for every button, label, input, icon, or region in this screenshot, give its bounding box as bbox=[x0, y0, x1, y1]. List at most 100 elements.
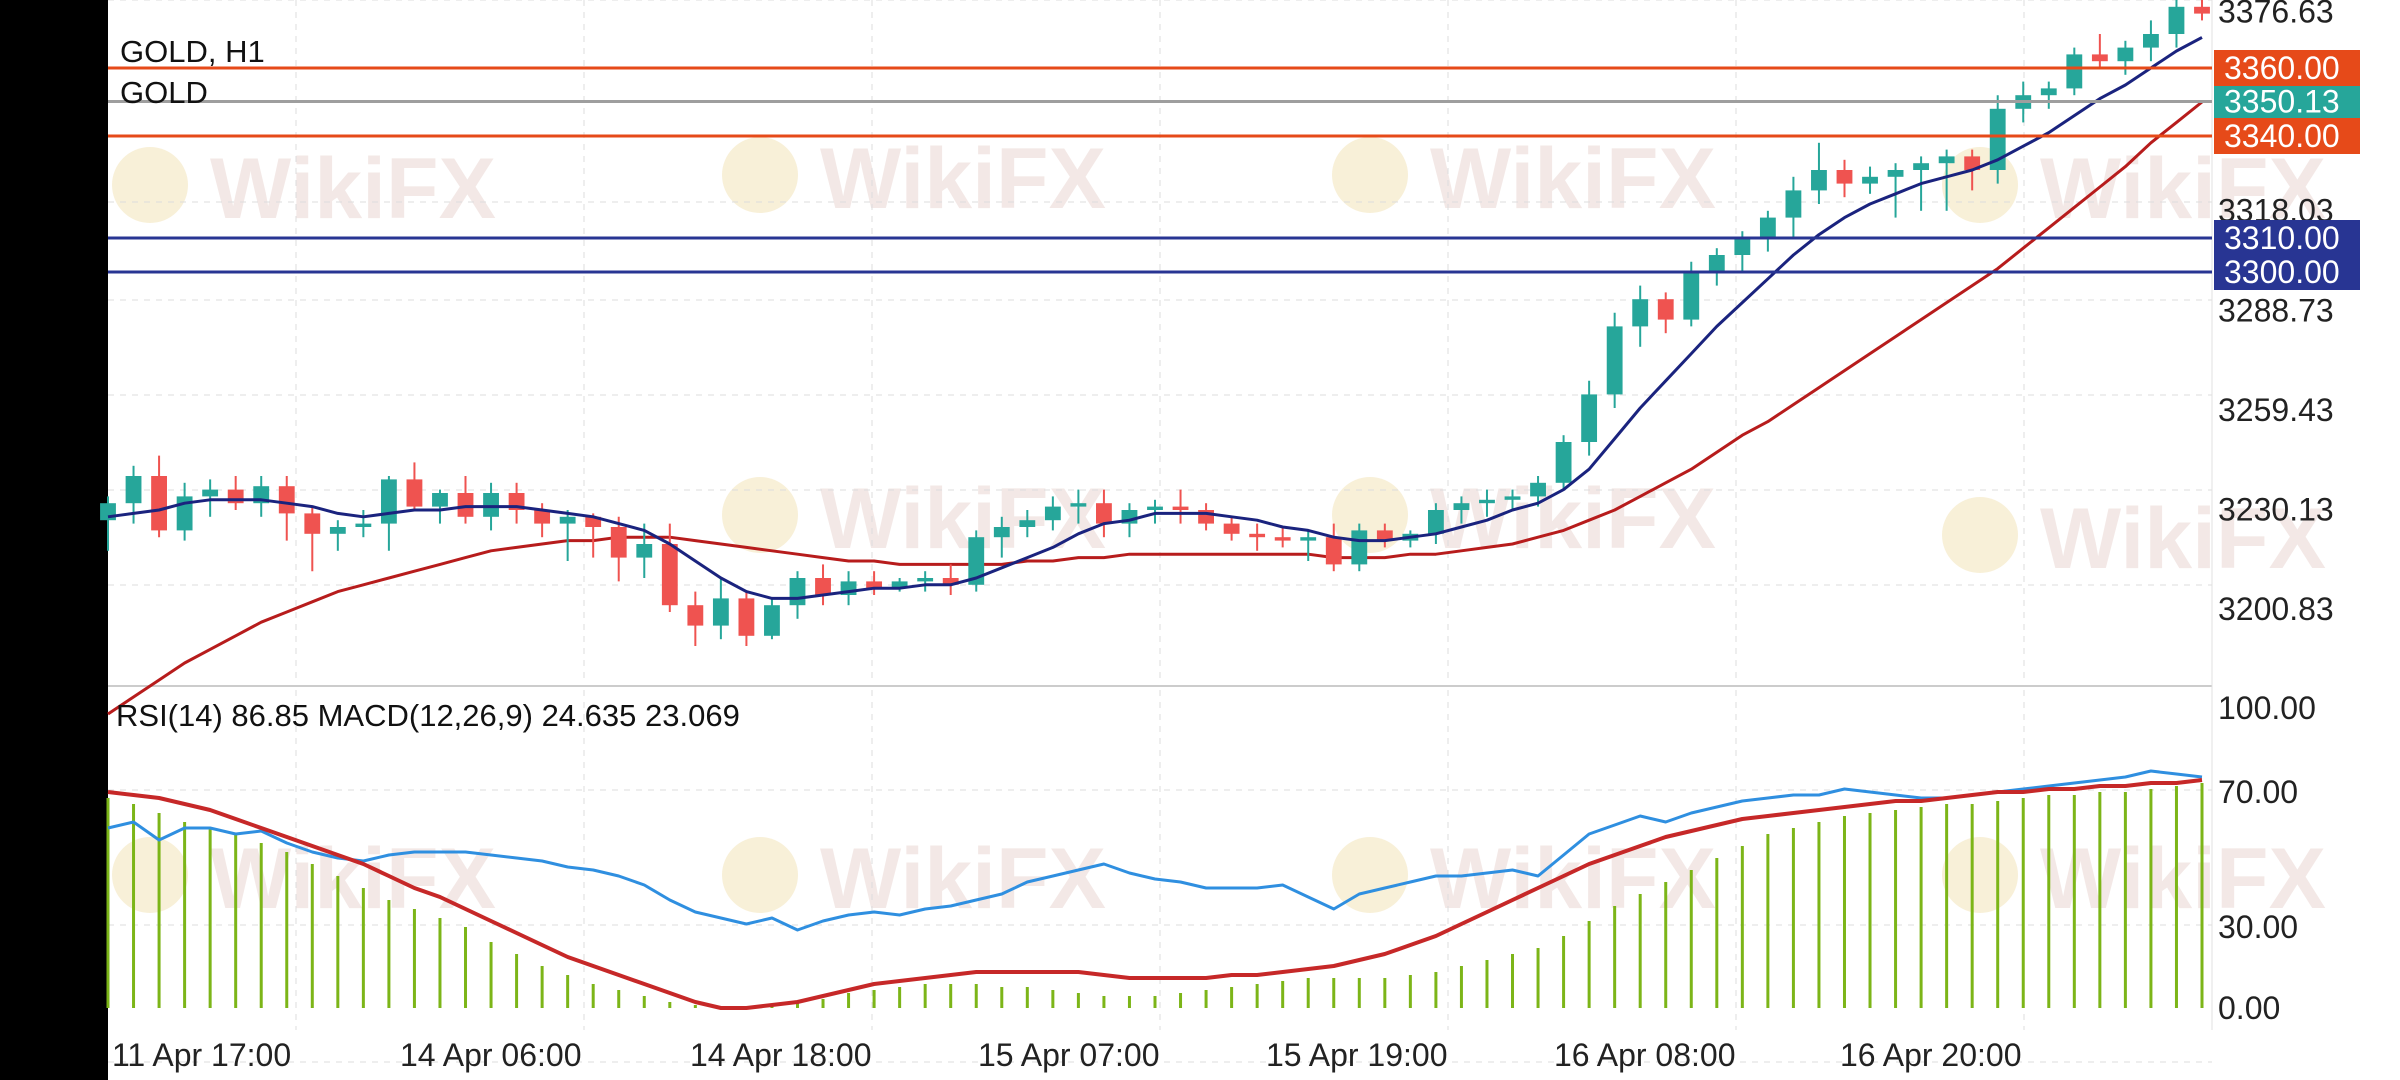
watermark-text: WikiFX bbox=[2040, 491, 2326, 587]
candle-body bbox=[1427, 510, 1444, 534]
candle-body bbox=[355, 523, 372, 527]
candle-body bbox=[2168, 6, 2185, 35]
candle bbox=[1606, 312, 1623, 408]
macd-histogram bbox=[106, 783, 2204, 1008]
candle-body bbox=[1044, 506, 1061, 521]
candle-body bbox=[1453, 503, 1470, 510]
candle-body bbox=[457, 493, 474, 517]
candle bbox=[1632, 285, 1649, 347]
candle-body bbox=[1530, 482, 1546, 497]
candle-body bbox=[815, 578, 831, 595]
candle bbox=[840, 571, 857, 606]
candle bbox=[1223, 516, 1240, 541]
candle bbox=[1862, 166, 1878, 194]
level-tag-3310.00: 3310.00 bbox=[2224, 220, 2340, 256]
candle-body bbox=[636, 544, 653, 558]
candle bbox=[1479, 489, 1495, 517]
candle-body bbox=[1887, 170, 1904, 177]
candle-body bbox=[483, 493, 499, 517]
candle bbox=[1325, 523, 1342, 572]
indicator-tick-label: 100.00 bbox=[2218, 690, 2316, 726]
candle bbox=[176, 482, 193, 541]
watermark-logo-icon bbox=[112, 147, 188, 223]
level-tag-3300.00: 3300.00 bbox=[2224, 254, 2340, 290]
candle-body bbox=[712, 598, 729, 626]
candle-body bbox=[1913, 163, 1930, 170]
candle bbox=[866, 571, 883, 595]
candle-body bbox=[1785, 190, 1802, 218]
watermark-text: WikiFX bbox=[820, 831, 1106, 927]
candle-body bbox=[1479, 499, 1495, 504]
candle-body bbox=[687, 605, 704, 626]
candle-body bbox=[2091, 54, 2108, 62]
candle-body bbox=[1938, 156, 1955, 164]
level-tag-3340.00: 3340.00 bbox=[2224, 118, 2340, 154]
candle-body bbox=[278, 486, 295, 514]
candle bbox=[278, 476, 295, 541]
watermark-text: WikiFX bbox=[820, 471, 1106, 567]
watermark-text: WikiFX bbox=[210, 141, 496, 237]
candle bbox=[1759, 210, 1776, 252]
time-tick-label: 14 Apr 06:00 bbox=[400, 1037, 581, 1073]
candle bbox=[227, 476, 244, 510]
candle bbox=[661, 523, 678, 612]
candle-body bbox=[1964, 156, 1981, 170]
time-tick-label: 16 Apr 08:00 bbox=[1554, 1037, 1735, 1073]
candle-body bbox=[1862, 176, 1878, 184]
candle-body bbox=[1836, 170, 1853, 184]
candle bbox=[2117, 40, 2134, 75]
candle bbox=[687, 591, 704, 646]
candle bbox=[1147, 499, 1163, 524]
candle-body bbox=[534, 510, 551, 524]
candle bbox=[1453, 496, 1470, 524]
candle-body bbox=[789, 578, 806, 606]
candle-body bbox=[968, 537, 985, 585]
candle-body bbox=[380, 479, 397, 524]
candle bbox=[2091, 34, 2108, 68]
candle-body bbox=[304, 513, 321, 534]
candle bbox=[355, 510, 372, 538]
macd-signal-line bbox=[107, 778, 2203, 1010]
candle-body bbox=[1223, 523, 1240, 534]
time-tick-label: 15 Apr 19:00 bbox=[1266, 1037, 1447, 1073]
candle-body bbox=[100, 503, 116, 521]
candle bbox=[993, 516, 1010, 558]
candle-body bbox=[1351, 530, 1368, 565]
candle bbox=[432, 489, 448, 524]
candle bbox=[329, 520, 346, 551]
candle bbox=[712, 578, 729, 640]
candle bbox=[1989, 95, 2006, 184]
time-tick-label: 14 Apr 18:00 bbox=[690, 1037, 871, 1073]
price-tick-label: 3288.73 bbox=[2218, 292, 2334, 328]
price-tick-label: 3200.83 bbox=[2218, 591, 2334, 627]
watermark-text: WikiFX bbox=[1430, 131, 1716, 227]
candle-body bbox=[1096, 503, 1112, 524]
candle bbox=[1657, 292, 1674, 334]
candle-body bbox=[2066, 54, 2083, 89]
candle-body bbox=[1734, 238, 1751, 255]
candle bbox=[1351, 523, 1368, 572]
candle bbox=[1096, 489, 1112, 538]
gridlines bbox=[108, 0, 2212, 1063]
candle-body bbox=[1070, 503, 1087, 507]
candle-body bbox=[585, 516, 602, 527]
candle bbox=[1555, 435, 1572, 490]
candle bbox=[508, 482, 525, 524]
candle bbox=[1427, 503, 1444, 544]
candle bbox=[764, 598, 780, 640]
candle-body bbox=[993, 527, 1010, 538]
price-tick-label: 3230.13 bbox=[2218, 492, 2334, 528]
symbol-subtitle: GOLD bbox=[120, 75, 208, 110]
candle bbox=[1070, 489, 1087, 524]
candle-body bbox=[1632, 299, 1649, 327]
symbol-title: GOLD, H1 bbox=[120, 34, 265, 69]
candle-body bbox=[1376, 530, 1393, 541]
ma-fast-line bbox=[107, 36, 2203, 600]
candle-body bbox=[610, 527, 627, 558]
candle-body bbox=[1274, 537, 1291, 541]
watermark-logo-icon bbox=[1942, 497, 2018, 573]
candle-body bbox=[1581, 394, 1598, 442]
time-tick-label: 11 Apr 17:00 bbox=[112, 1037, 291, 1073]
watermark-text: WikiFX bbox=[1430, 471, 1716, 567]
